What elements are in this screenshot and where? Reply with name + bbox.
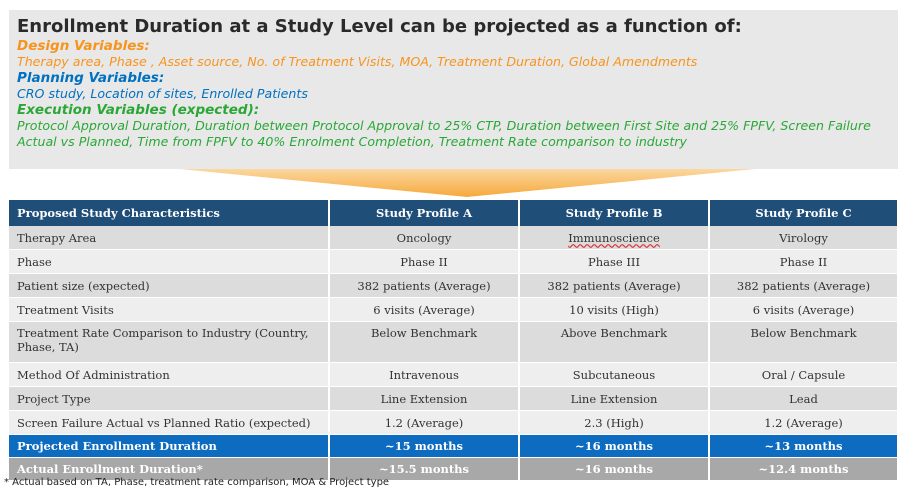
table-cell: Phase II (329, 249, 520, 274)
footnote: * Actual based on TA, Phase, treatment r… (4, 477, 390, 488)
table-cell: Lead (709, 386, 899, 411)
row-label: Treatment Rate Comparison to Industry (C… (9, 321, 330, 363)
table-cell: ~13 months (709, 434, 899, 458)
table-cell: Virology (709, 226, 899, 250)
study-profile-table: Proposed Study Characteristics Study Pro… (9, 200, 899, 481)
execution-variables-body: Protocol Approval Duration, Duration bet… (17, 118, 871, 149)
row-label: Phase (9, 249, 330, 274)
projected-duration-row: Projected Enrollment Duration ~15 months… (9, 434, 899, 458)
planning-variables-title: Planning Variables: (17, 70, 165, 86)
table-row: Therapy Area Oncology Immunoscience Viro… (9, 226, 899, 250)
table-row: Project Type Line Extension Line Extensi… (9, 386, 899, 411)
table-cell: Oncology (329, 226, 520, 250)
table-cell: 1.2 (Average) (709, 410, 899, 435)
row-label: Patient size (expected) (9, 273, 330, 298)
table-cell: 382 patients (Average) (519, 273, 710, 298)
row-label: Actual Enrollment Duration* (9, 457, 330, 481)
column-header: Proposed Study Characteristics (9, 200, 330, 226)
table-cell: Phase III (519, 249, 710, 274)
row-label: Screen Failure Actual vs Planned Ratio (… (9, 410, 330, 435)
variables-panel: Enrollment Duration at a Study Level can… (9, 10, 898, 169)
table-cell: 382 patients (Average) (329, 273, 520, 298)
table-cell: 1.2 (Average) (329, 410, 520, 435)
table-cell: Below Benchmark (709, 321, 899, 363)
table-cell: Above Benchmark (519, 321, 710, 363)
actual-duration-row: Actual Enrollment Duration* ~15.5 months… (9, 457, 899, 481)
row-label: Therapy Area (9, 226, 330, 250)
table-cell: 6 visits (Average) (329, 297, 520, 322)
column-header: Study Profile B (519, 200, 710, 226)
row-label: Projected Enrollment Duration (9, 434, 330, 458)
row-label: Project Type (9, 386, 330, 411)
design-variables-body: Therapy area, Phase , Asset source, No. … (17, 54, 698, 69)
table-cell: ~16 months (519, 434, 710, 458)
table-cell: ~16 months (519, 457, 710, 481)
table-row: Screen Failure Actual vs Planned Ratio (… (9, 410, 899, 435)
table-cell: Subcutaneous (519, 362, 710, 387)
table-cell: ~15 months (329, 434, 520, 458)
table-cell: 10 visits (High) (519, 297, 710, 322)
table-cell: Oral / Capsule (709, 362, 899, 387)
column-header: Study Profile A (329, 200, 520, 226)
table-cell: ~15.5 months (329, 457, 520, 481)
table-cell: Phase II (709, 249, 899, 274)
table-cell: Below Benchmark (329, 321, 520, 363)
table-row: Treatment Rate Comparison to Industry (C… (9, 321, 899, 363)
table-cell: 382 patients (Average) (709, 273, 899, 298)
planning-variables-body: CRO study, Location of sites, Enrolled P… (17, 86, 308, 101)
table-cell: ~12.4 months (709, 457, 899, 481)
column-header: Study Profile C (709, 200, 899, 226)
table-cell: 6 visits (Average) (709, 297, 899, 322)
spellcheck-word: Immunoscience (568, 230, 660, 245)
table-row: Treatment Visits 6 visits (Average) 10 v… (9, 297, 899, 322)
execution-variables-title: Execution Variables (expected): (17, 102, 260, 118)
table-cell: Line Extension (519, 386, 710, 411)
table-cell: Immunoscience (519, 226, 710, 250)
down-arrow-icon (180, 169, 755, 197)
table-cell: Line Extension (329, 386, 520, 411)
row-label: Treatment Visits (9, 297, 330, 322)
table-cell: 2.3 (High) (519, 410, 710, 435)
table-row: Phase Phase II Phase III Phase II (9, 249, 899, 274)
headline: Enrollment Duration at a Study Level can… (17, 16, 742, 37)
row-label: Method Of Administration (9, 362, 330, 387)
table-header-row: Proposed Study Characteristics Study Pro… (9, 200, 899, 226)
table-row: Method Of Administration Intravenous Sub… (9, 362, 899, 387)
design-variables-title: Design Variables: (17, 38, 150, 54)
table-cell: Intravenous (329, 362, 520, 387)
table-row: Patient size (expected) 382 patients (Av… (9, 273, 899, 298)
